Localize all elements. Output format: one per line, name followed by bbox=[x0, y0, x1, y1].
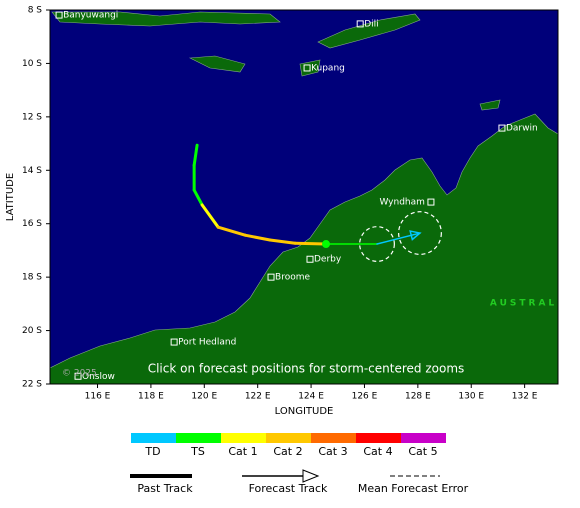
error-circle bbox=[359, 226, 395, 262]
past-track bbox=[200, 203, 220, 229]
city-marker bbox=[498, 124, 506, 132]
y-tick-label: 10 S bbox=[22, 59, 42, 69]
x-tick-label: 118 E bbox=[138, 392, 164, 402]
copyright: © 2025 bbox=[62, 369, 97, 379]
city-label: Kupang bbox=[311, 63, 345, 73]
city-label: Broome bbox=[275, 273, 310, 283]
intensity-swatch bbox=[131, 433, 176, 443]
past-track bbox=[268, 238, 297, 245]
y-tick-label: 16 S bbox=[22, 219, 42, 229]
x-axis-label: LONGITUDE bbox=[275, 406, 334, 417]
intensity-label: TS bbox=[190, 445, 205, 458]
past-track bbox=[216, 225, 247, 237]
city-label: Onslow bbox=[82, 372, 115, 382]
intensity-swatch bbox=[356, 433, 401, 443]
intensity-label: TD bbox=[144, 445, 160, 458]
region-label: AUSTRALIA bbox=[490, 299, 574, 309]
mean-error-label: Mean Forecast Error bbox=[358, 482, 469, 495]
intensity-label: Cat 2 bbox=[273, 445, 302, 458]
city-marker bbox=[306, 255, 314, 263]
city-marker bbox=[170, 338, 178, 346]
y-axis-label: LATITUDE bbox=[5, 173, 16, 221]
past-track-label: Past Track bbox=[137, 482, 193, 495]
intensity-label: Cat 3 bbox=[318, 445, 347, 458]
city-label: Derby bbox=[314, 255, 342, 265]
y-tick-label: 12 S bbox=[22, 112, 42, 122]
city-marker bbox=[74, 372, 82, 380]
past-track bbox=[192, 188, 204, 207]
city-label: Wyndham bbox=[379, 198, 424, 208]
y-tick-label: 18 S bbox=[22, 273, 42, 283]
intensity-swatch bbox=[266, 433, 311, 443]
x-tick-label: 128 E bbox=[405, 392, 431, 402]
city-label: Port Hedland bbox=[178, 338, 236, 348]
note: Click on forecast positions for storm-ce… bbox=[148, 362, 465, 376]
forecast-track bbox=[376, 232, 421, 245]
current-position[interactable] bbox=[322, 240, 331, 249]
x-tick-label: 130 E bbox=[458, 392, 484, 402]
city-marker bbox=[356, 20, 364, 28]
x-tick-label: 116 E bbox=[85, 392, 111, 402]
x-tick-label: 122 E bbox=[245, 392, 271, 402]
forecast-track-label: Forecast Track bbox=[249, 482, 328, 495]
city-label: Darwin bbox=[506, 124, 538, 134]
error-circle bbox=[398, 211, 442, 256]
forecast-arrowhead bbox=[409, 230, 422, 241]
x-tick-label: 124 E bbox=[298, 392, 324, 402]
past-track bbox=[243, 233, 272, 242]
intensity-label: Cat 5 bbox=[408, 445, 437, 458]
intensity-label: Cat 1 bbox=[228, 445, 257, 458]
y-tick-label: 20 S bbox=[22, 326, 42, 336]
x-tick-label: 132 E bbox=[512, 392, 538, 402]
intensity-swatch bbox=[176, 433, 221, 443]
map-frame bbox=[49, 9, 559, 385]
intensity-swatch bbox=[221, 433, 266, 443]
intensity-label: Cat 4 bbox=[363, 445, 392, 458]
intensity-swatch bbox=[401, 433, 446, 443]
forecast-track-key-head bbox=[302, 469, 320, 483]
y-tick-label: 14 S bbox=[22, 166, 42, 176]
y-tick-label: 8 S bbox=[28, 6, 43, 16]
x-tick-label: 126 E bbox=[352, 392, 378, 402]
city-marker bbox=[55, 11, 63, 19]
x-tick-label: 120 E bbox=[191, 392, 217, 402]
city-label: Dili bbox=[364, 19, 378, 29]
city-marker bbox=[427, 198, 435, 206]
land bbox=[50, 11, 558, 384]
y-tick-label: 22 S bbox=[22, 380, 42, 390]
intensity-swatch bbox=[311, 433, 356, 443]
map[interactable]: Banyuwangi Dili Kupang Darwin Wyndham Derby Br… bbox=[50, 10, 573, 384]
city-marker bbox=[303, 64, 311, 72]
past-track bbox=[293, 241, 328, 246]
city-marker bbox=[267, 273, 275, 281]
past-track bbox=[192, 143, 199, 167]
city-label: Banyuwangi bbox=[63, 11, 118, 21]
